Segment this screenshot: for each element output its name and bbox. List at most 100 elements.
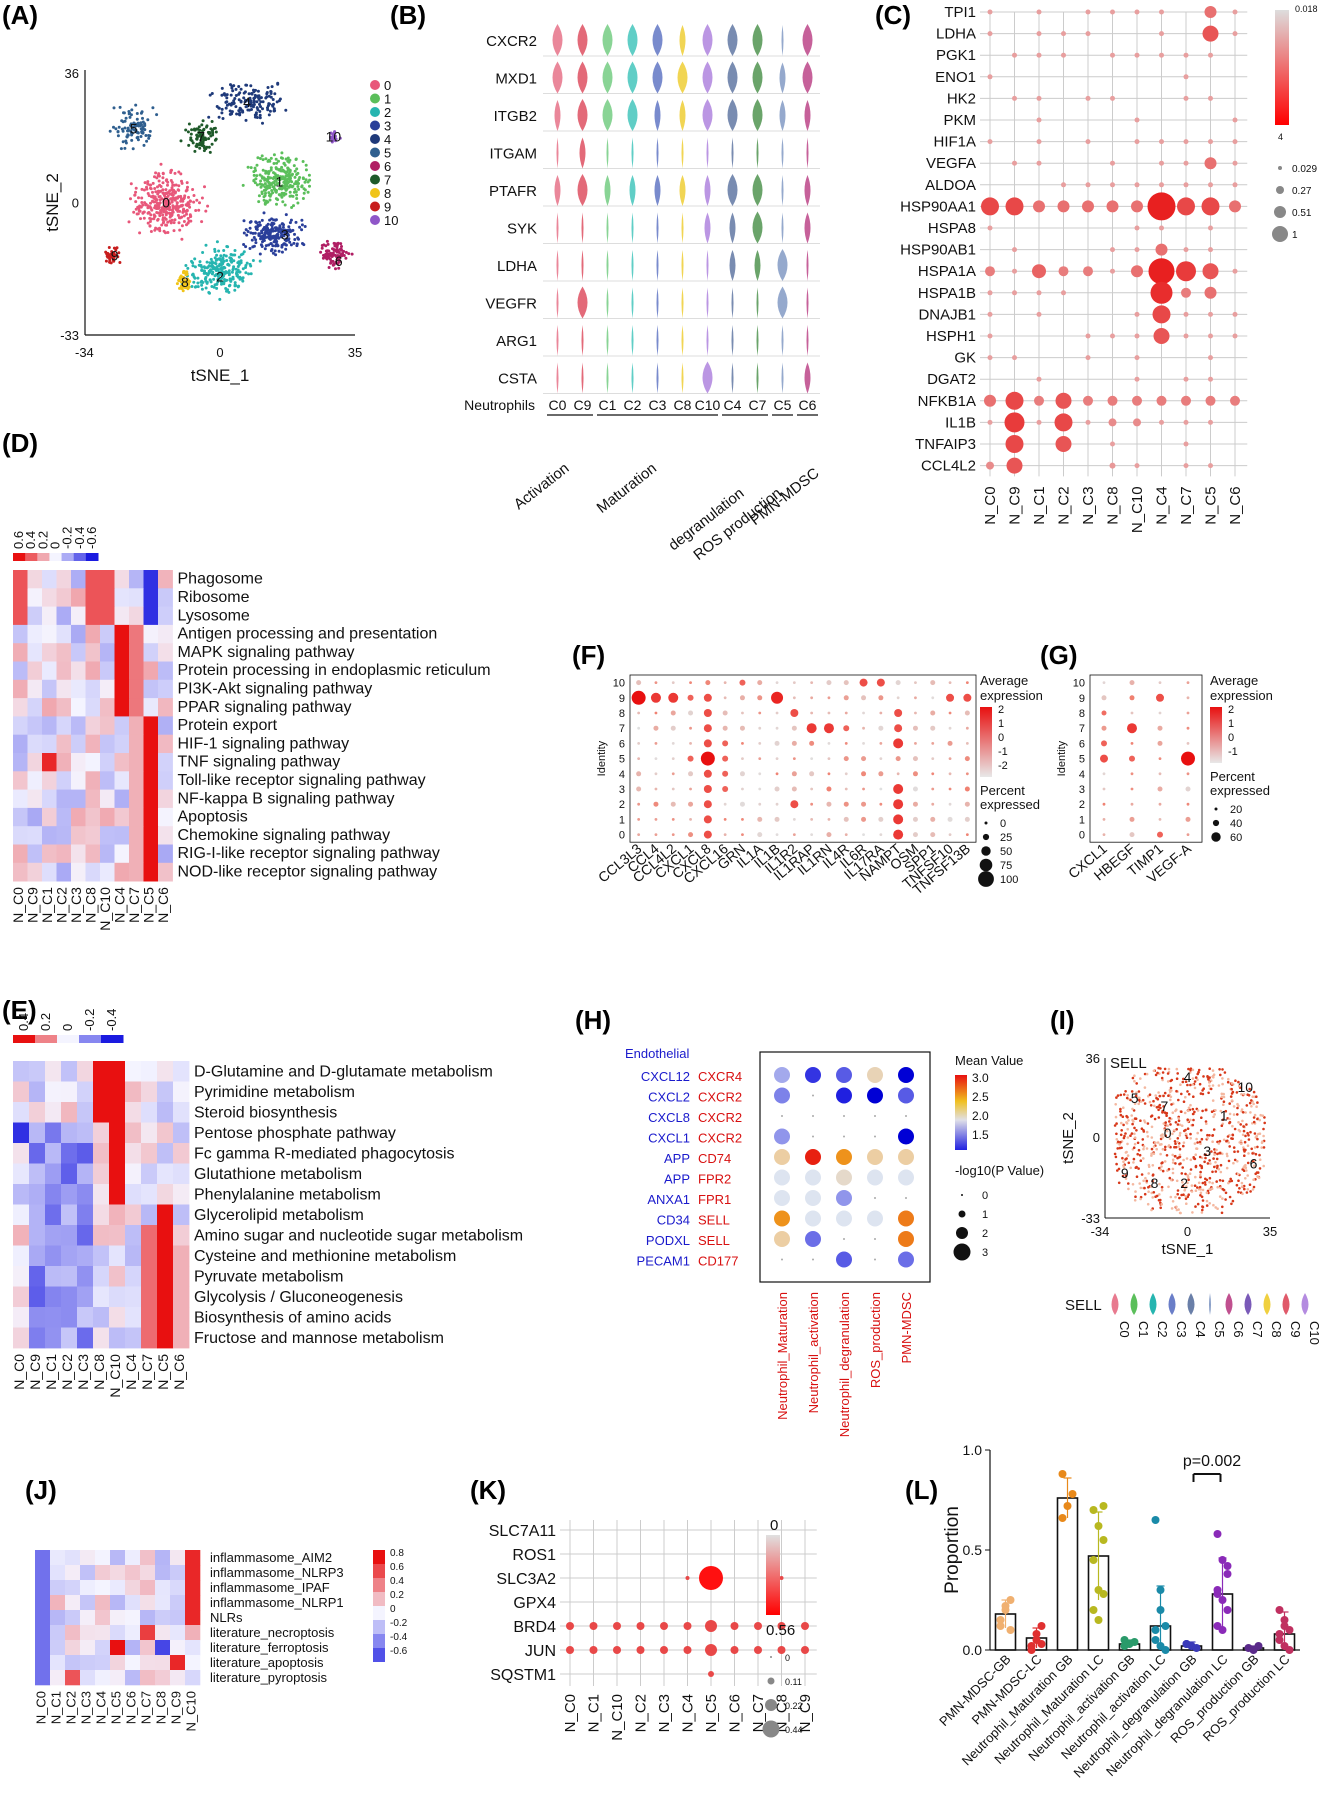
cluster-label: 3 [281,226,289,242]
scale-tick: 0 [60,1024,75,1031]
cell-point [1183,1189,1186,1192]
cell-point [1169,1086,1173,1090]
cell-point [161,171,165,175]
expression-dot [1085,9,1091,15]
cell-point [114,253,118,257]
cell-point [131,147,135,151]
cell-point [1211,1069,1215,1072]
cell-point [208,93,212,97]
heatmap-cell [109,1122,126,1144]
expression-dot [1148,258,1175,285]
cluster-label: C9 [1288,1321,1303,1338]
cell-point [1127,1187,1130,1191]
cluster-label: 6 [335,253,343,269]
cell-point [281,225,285,229]
cell-point [1222,1095,1226,1099]
cell-point [1228,1145,1231,1148]
heatmap-cell [141,1204,158,1226]
heatmap-cell [125,1122,142,1144]
cell-point [1199,1164,1202,1167]
cell-point [304,178,308,182]
legend-tick: 1 [1228,718,1234,730]
cell-point [155,113,159,117]
scale-tick: -0.2 [390,1618,408,1629]
cell-point [1211,1084,1215,1087]
expression-dot [653,725,659,731]
heatmap-cell [29,1061,46,1082]
scale-swatch [35,1035,58,1043]
cell-point [226,262,230,266]
cell-point [340,245,343,248]
expression-dot [878,771,884,777]
cell-point [1152,1191,1156,1194]
expression-dot [775,833,779,836]
cell-point [164,188,168,192]
cell-point [261,100,265,104]
interaction-dot [781,1258,783,1261]
heatmap-cell [80,1625,96,1641]
cell-point [198,263,202,267]
cell-point [279,185,283,189]
cell-point [262,211,266,215]
cell-point [261,121,264,125]
cell-point [1139,1186,1143,1190]
y-tick-label: 0.5 [963,1542,983,1558]
cell-point [1258,1153,1261,1157]
cell-point [186,185,189,189]
cluster-label: C3 [649,397,667,413]
interaction-dot [843,1135,845,1138]
pathway-label: Biosynthesis of amino acids [194,1309,391,1326]
expression-dot [636,771,642,777]
expression-dot [791,771,797,777]
data-point [1094,1616,1103,1624]
cell-point [158,195,162,198]
cell-point [1259,1113,1262,1117]
cell-point [205,125,208,129]
interaction-dot [843,1115,845,1117]
heatmap-cell [140,1550,156,1566]
cell-point [1122,1123,1125,1127]
cell-point [221,272,225,276]
cell-point [149,201,152,205]
cell-point [1208,1202,1211,1205]
cell-point [273,226,277,230]
gene-label: CCL4L2 [921,458,976,475]
legend-label: 9 [384,200,391,215]
cell-point [171,210,175,213]
cell-point [222,92,226,96]
cell-point [233,288,237,292]
cell-point [191,141,195,145]
heatmap-cell [100,661,115,681]
cell-point [303,188,307,192]
violin [1209,1293,1211,1315]
cluster-label: N_C6 [171,1354,187,1390]
heatmap-cell [100,807,115,827]
cell-point [1146,1135,1150,1138]
cluster-label: N_C7 [1178,486,1195,524]
expression-dot [1229,200,1241,213]
legend-title: Average [1210,673,1258,688]
expression-dot [1156,395,1167,406]
interaction-dot [874,1135,876,1138]
cell-point [267,158,271,162]
cell-point [1115,1096,1118,1099]
legend-tick: 0.22 [785,1701,803,1711]
expression-dot [792,681,796,684]
legend-swatch [370,134,380,144]
heatmap-cell [71,734,86,754]
cell-point [1166,1072,1170,1075]
expression-dot [1012,247,1017,253]
cell-point [293,238,297,241]
expression-dot [790,709,799,717]
heatmap-cell [158,624,173,644]
pathway-label: Cysteine and methionine metabolism [194,1248,456,1265]
cell-point [287,180,291,184]
heatmap-cell [85,606,101,626]
interaction-dot [898,1169,914,1186]
cell-point [1262,1164,1265,1168]
expression-dot [723,833,727,836]
cell-point [340,254,344,258]
cell-point [1227,1181,1230,1185]
cluster-label: N_C2 [54,887,70,923]
cell-point [301,177,305,181]
